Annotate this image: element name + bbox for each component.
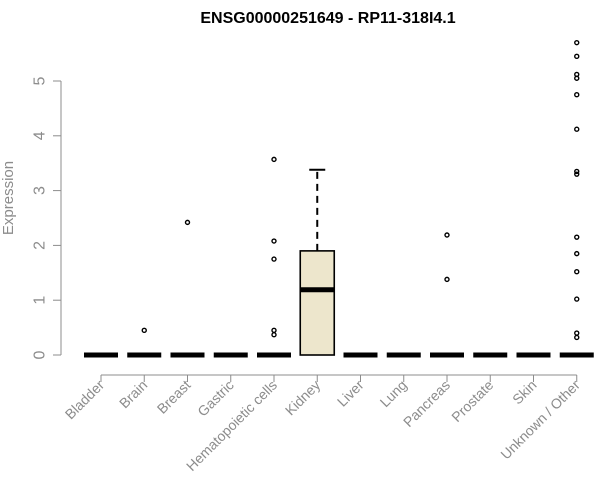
box-kidney <box>299 168 336 356</box>
x-tick-label: Breast <box>154 377 194 417</box>
outlier-point <box>574 330 580 336</box>
outlier-point <box>444 276 450 283</box>
outlier-point <box>271 327 277 334</box>
outlier-point <box>574 171 580 177</box>
outlier-point <box>444 232 450 238</box>
outlier-point <box>574 168 580 175</box>
box-iqr <box>299 250 336 356</box>
y-axis: 0 1 2 3 4 5 <box>32 76 62 359</box>
box-pancreas <box>430 232 464 358</box>
outlier-point <box>574 296 580 302</box>
x-tick-label: Gastric <box>194 377 237 420</box>
y-tick-label: 1 <box>32 296 49 305</box>
outlier-point <box>574 234 580 240</box>
outlier-point <box>574 91 580 98</box>
outlier-point <box>184 219 191 226</box>
x-tick-label: Pancreas <box>400 377 453 430</box>
boxes-group <box>84 39 594 358</box>
x-tick-label: Skin <box>509 377 540 408</box>
chart-title: ENSG00000251649 - RP11-318I4.1 <box>200 10 455 27</box>
outlier-point <box>574 334 580 341</box>
outlier-point <box>574 75 580 81</box>
box-breast <box>170 219 205 358</box>
x-tick-label: Unknown / Other <box>497 377 583 463</box>
box-hematopoietic-cells <box>257 156 291 358</box>
box-brain <box>127 327 162 358</box>
y-tick-label: 0 <box>32 350 49 359</box>
y-tick-label: 3 <box>32 186 49 195</box>
outlier-point <box>574 39 580 46</box>
x-tick-label: Kidney <box>282 377 324 419</box>
outlier-point <box>574 126 580 132</box>
outlier-point <box>271 238 277 244</box>
y-tick-label: 5 <box>32 76 49 85</box>
outlier-point <box>574 250 580 257</box>
x-tick-label: Lung <box>377 377 410 410</box>
x-tick-label: Brain <box>116 377 150 411</box>
box-unknown-other <box>559 39 594 358</box>
y-tick-label: 4 <box>32 131 49 140</box>
outlier-point <box>574 53 580 60</box>
outlier-point <box>271 332 277 338</box>
outlier-point <box>141 327 147 334</box>
outlier-point <box>271 256 277 262</box>
outlier-point <box>574 269 580 275</box>
x-tick-label: Prostate <box>448 377 496 425</box>
outlier-point <box>271 156 277 163</box>
x-tick-label: Bladder <box>62 377 108 423</box>
x-tick-label: Liver <box>334 377 367 410</box>
y-tick-label: 2 <box>32 241 49 250</box>
y-axis-label: Expression <box>0 161 17 235</box>
